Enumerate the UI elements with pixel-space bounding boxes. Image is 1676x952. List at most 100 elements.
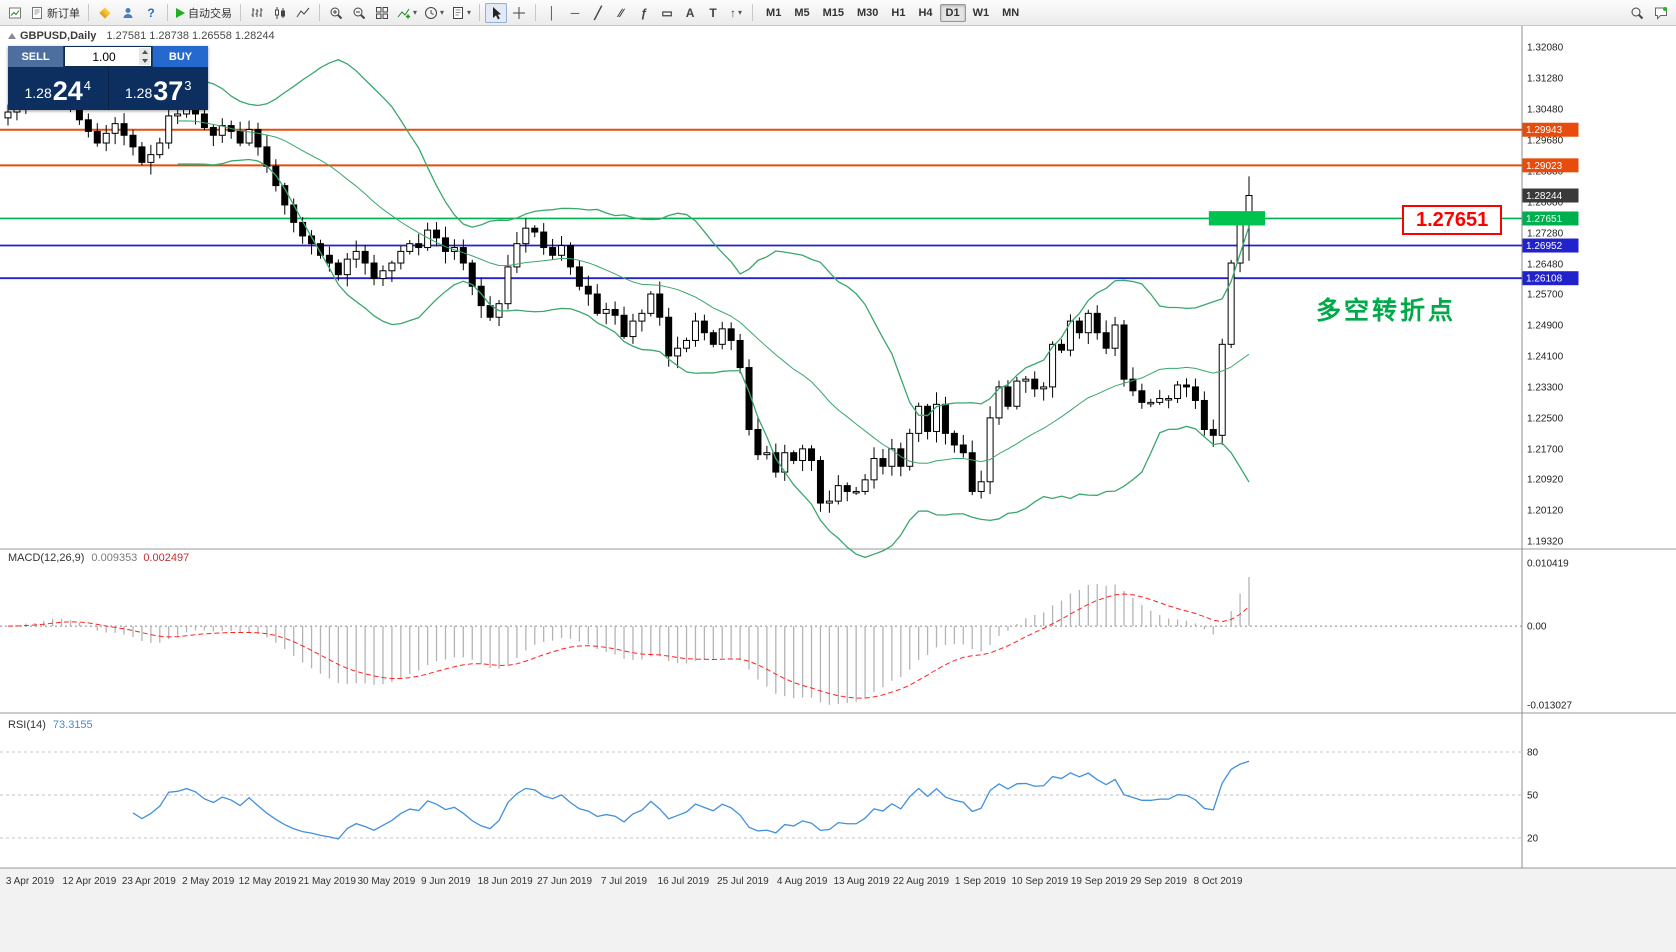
market-button[interactable] (94, 3, 116, 23)
svg-text:12 May 2019: 12 May 2019 (239, 876, 297, 887)
play-icon (176, 7, 185, 18)
buy-price-pips: 37 (153, 76, 184, 107)
svg-text:1.32080: 1.32080 (1527, 43, 1564, 54)
line-chart-button[interactable] (292, 3, 314, 23)
text-tool-button[interactable]: A (679, 3, 701, 23)
vertical-line-button[interactable]: │ (541, 3, 563, 23)
label-tool-button[interactable]: T (702, 3, 724, 23)
cursor-button[interactable] (485, 2, 508, 23)
svg-text:18 Jun 2019: 18 Jun 2019 (478, 876, 533, 887)
trendline-icon: ╱ (594, 5, 602, 20)
svg-text:1.26480: 1.26480 (1527, 259, 1564, 270)
timeframe-M5[interactable]: M5 (788, 4, 815, 22)
volume-input[interactable] (65, 48, 151, 65)
timeframe-M30[interactable]: M30 (851, 4, 884, 22)
new-order-button[interactable]: 新订单 (27, 3, 83, 23)
chart-canvas[interactable]: 1.320801.312801.304801.296801.288801.280… (0, 26, 1676, 952)
svg-text:0.010419: 0.010419 (1527, 559, 1569, 570)
svg-text:3 Apr 2019: 3 Apr 2019 (6, 876, 55, 887)
trendline-button[interactable]: ╱ (587, 3, 609, 23)
sell-price-pips: 24 (52, 76, 83, 107)
sell-price[interactable]: 1.28 24 4 (8, 67, 108, 110)
sell-button[interactable]: SELL (8, 46, 63, 67)
tile-windows-button[interactable] (371, 3, 393, 23)
autotrading-label: 自动交易 (188, 7, 232, 20)
svg-text:1.24100: 1.24100 (1527, 351, 1564, 362)
svg-text:21 May 2019: 21 May 2019 (298, 876, 356, 887)
search-button[interactable] (1626, 3, 1648, 23)
svg-text:1.27651: 1.27651 (1526, 214, 1563, 225)
search-icon (1631, 7, 1644, 19)
templates-button[interactable]: ▾ (448, 3, 474, 23)
zoom-in-button[interactable] (325, 3, 347, 23)
volume-field[interactable] (64, 46, 152, 67)
community-button[interactable] (117, 3, 139, 23)
trade-panel-prices: 1.28 24 4 1.28 37 3 (8, 67, 208, 110)
help-button[interactable]: ? (140, 3, 162, 23)
svg-text:1.19320: 1.19320 (1527, 537, 1564, 548)
channel-button[interactable]: ∕∕ (610, 3, 632, 23)
indicators-icon (397, 8, 410, 18)
toolbar-separator (167, 4, 168, 21)
cursor-icon (493, 6, 502, 19)
svg-text:1.20920: 1.20920 (1527, 475, 1564, 486)
bar-chart-button[interactable] (246, 3, 268, 23)
svg-text:1.27280: 1.27280 (1527, 228, 1564, 239)
buy-button[interactable]: BUY (153, 46, 208, 67)
macd-main-value: 0.009353 (91, 552, 138, 564)
svg-text:1.29943: 1.29943 (1526, 125, 1563, 136)
toolbar-separator (752, 4, 754, 21)
chevron-down-icon: ▾ (738, 7, 743, 17)
buy-price[interactable]: 1.28 37 3 (109, 67, 209, 110)
clock-icon (425, 6, 438, 19)
timeframe-M1[interactable]: M1 (760, 4, 787, 22)
market-icon (99, 6, 111, 19)
toolbar-separator (240, 4, 241, 21)
zoom-out-icon (353, 7, 366, 19)
fibonacci-button[interactable]: ƒ (633, 3, 655, 23)
vertical-line-icon: │ (548, 5, 556, 20)
chart-title: GBPUSD,Daily 1.27581 1.28738 1.26558 1.2… (8, 30, 275, 42)
shapes-button[interactable]: ▭ (656, 3, 678, 23)
timeframe-H1[interactable]: H1 (885, 4, 911, 22)
svg-text:1.21700: 1.21700 (1527, 444, 1564, 455)
new-chart-button[interactable] (4, 3, 26, 23)
crosshair-button[interactable] (508, 3, 530, 23)
svg-text:25 Jul 2019: 25 Jul 2019 (717, 876, 769, 887)
toolbar-separator (535, 4, 537, 21)
svg-text:1.30480: 1.30480 (1527, 104, 1564, 115)
rsi-value: 73.3155 (52, 719, 93, 731)
stepper-down-icon[interactable] (141, 59, 148, 63)
macd-indicator-label: MACD(12,26,9) 0.009353 0.002497 (8, 552, 189, 564)
help-icon: ? (147, 5, 155, 20)
svg-text:1 Sep 2019: 1 Sep 2019 (955, 876, 1007, 887)
candlestick-chart-button[interactable] (269, 3, 291, 23)
level-price-callout: 1.27651 (1402, 205, 1503, 235)
bar-chart-icon (251, 7, 263, 17)
svg-text:12 Apr 2019: 12 Apr 2019 (62, 876, 116, 887)
indicators-button[interactable]: ▾ (394, 3, 420, 23)
svg-text:20: 20 (1527, 833, 1539, 844)
buy-price-prefix: 1.28 (124, 85, 153, 101)
volume-stepper[interactable] (139, 48, 150, 65)
line-chart-icon (296, 7, 310, 17)
new-order-label: 新订单 (47, 7, 80, 20)
horizontal-line-button[interactable]: ─ (564, 3, 586, 23)
timeframe-D1[interactable]: D1 (939, 3, 966, 22)
chat-button[interactable] (1650, 3, 1672, 23)
timeframe-H4[interactable]: H4 (912, 4, 938, 22)
collapse-icon[interactable] (8, 33, 16, 39)
svg-text:2 May 2019: 2 May 2019 (182, 876, 235, 887)
toolbar-separator (479, 4, 481, 21)
timeframe-M15[interactable]: M15 (817, 4, 850, 22)
zoom-out-button[interactable] (348, 3, 370, 23)
timeframe-W1[interactable]: W1 (967, 4, 996, 22)
timeframe-MN[interactable]: MN (996, 4, 1025, 22)
sell-price-point: 4 (83, 78, 92, 93)
autotrading-button[interactable]: 自动交易 (173, 3, 235, 23)
stepper-up-icon[interactable] (141, 50, 148, 54)
periods-button[interactable]: ▾ (421, 3, 447, 23)
svg-text:8 Oct 2019: 8 Oct 2019 (1194, 876, 1243, 887)
arrows-tool-button[interactable]: ↑ ▾ (725, 3, 747, 23)
horizontal-line-icon: ─ (570, 5, 580, 20)
